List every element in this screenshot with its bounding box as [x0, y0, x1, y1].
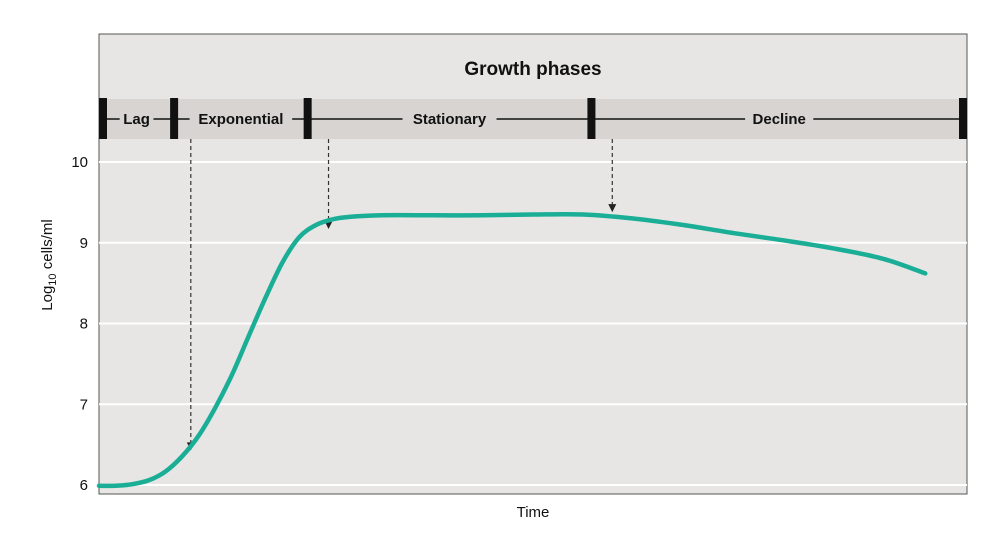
data-point: [114, 484, 118, 488]
data-point: [923, 271, 927, 275]
data-point: [130, 482, 134, 486]
data-point: [297, 235, 301, 239]
data-point: [681, 223, 685, 227]
y-axis-label-prefix: Log: [39, 286, 56, 311]
data-point: [831, 246, 835, 250]
data-point: [147, 478, 151, 482]
data-point: [781, 238, 785, 242]
x-axis-label: Time: [517, 504, 550, 521]
phase-label: Lag: [123, 111, 150, 128]
data-point: [381, 213, 385, 217]
y-tick-label: 8: [80, 316, 88, 333]
data-point: [731, 231, 735, 235]
data-point: [631, 217, 635, 221]
phase-boundary-marker: [587, 98, 596, 139]
phase-boundary-marker: [170, 98, 179, 139]
phase-label-bg: [189, 109, 293, 129]
y-tick-label: 7: [80, 396, 88, 413]
y-axis-label-suffix: cells/ml: [39, 219, 56, 273]
y-axis-label: Log10 cells/ml: [39, 219, 59, 310]
data-point: [431, 213, 435, 217]
data-point: [214, 405, 218, 409]
data-point: [264, 295, 268, 299]
data-point: [581, 212, 585, 216]
data-point: [314, 223, 318, 227]
phase-label: Decline: [753, 111, 806, 128]
growth-curve: [96, 211, 928, 489]
dashed-arrow-head: [608, 204, 617, 213]
y-tick-label: 9: [80, 235, 88, 252]
y-tick-label: 6: [80, 477, 88, 494]
y-axis-ticks: 6 7 8 9 10: [71, 154, 88, 494]
phase-boundary-marker: [959, 98, 967, 139]
chart-title: Growth phases: [464, 59, 601, 80]
data-point: [281, 260, 285, 264]
series-layer: [96, 211, 928, 489]
gridlines: [99, 161, 967, 486]
phase-boundary-marker: [99, 98, 107, 139]
data-point: [882, 257, 886, 261]
data-point: [197, 433, 201, 437]
phase-label: Exponential: [198, 111, 283, 128]
data-point: [180, 454, 184, 458]
data-point: [231, 372, 235, 376]
phase-timeline: Lag Exponential Stationary Decline: [99, 98, 967, 139]
y-tick-label: 10: [71, 154, 88, 171]
phase-label: Stationary: [413, 111, 487, 128]
phase-label-bg: [119, 109, 154, 129]
data-point: [247, 333, 251, 337]
phase-boundary-marker: [303, 98, 312, 139]
y-axis-label-subscript: 10: [47, 273, 59, 285]
data-point: [331, 217, 335, 221]
data-point: [481, 213, 485, 217]
data-point: [164, 469, 168, 473]
data-point: [97, 484, 101, 488]
data-point: [347, 215, 351, 219]
data-point: [531, 212, 535, 216]
phase-label-bg: [402, 109, 497, 129]
phase-label-bg: [745, 109, 814, 129]
